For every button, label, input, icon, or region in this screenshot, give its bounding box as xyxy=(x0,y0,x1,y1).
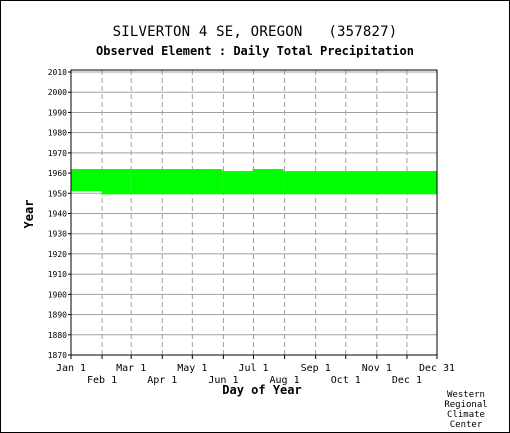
x-tick-label: Dec 31 xyxy=(419,363,455,374)
y-tick-label: 1910 xyxy=(48,270,67,279)
coverage-segment xyxy=(222,171,253,195)
y-tick-label: 1920 xyxy=(48,250,67,259)
chart-subtitle: Observed Element : Daily Total Precipita… xyxy=(96,44,414,58)
coverage-segment xyxy=(71,169,103,192)
y-tick-label: 1890 xyxy=(48,311,67,320)
x-tick-label: Jul 1 xyxy=(238,363,268,374)
x-axis-label: Day of Year xyxy=(222,383,301,397)
credit-line: Western xyxy=(447,390,485,400)
y-tick-label: 2010 xyxy=(48,68,67,77)
y-tick-label: 1880 xyxy=(48,331,67,340)
x-tick-label: Jan 1 xyxy=(56,363,86,374)
x-tick-label: Mar 1 xyxy=(116,363,146,374)
y-tick-label: 1940 xyxy=(48,210,67,219)
chart-title: SILVERTON 4 SE, OREGON (357827) xyxy=(112,24,398,40)
y-axis-label: Year xyxy=(22,200,36,229)
plot-border xyxy=(70,69,438,356)
tick-labels: 1870 1880 1890 1900 1910 1920 1930 1940 1950 1960… xyxy=(48,68,455,386)
credit-line: Climate xyxy=(447,410,485,420)
x-tick-label: Dec 1 xyxy=(392,375,422,386)
x-tick-label: Nov 1 xyxy=(362,363,392,374)
x-tick-label: Aug 1 xyxy=(270,375,300,386)
x-tick-label: Sep 1 xyxy=(301,363,331,374)
coverage-segment xyxy=(252,169,284,195)
x-tick-label: Apr 1 xyxy=(147,375,177,386)
x-tick-label: Feb 1 xyxy=(87,375,117,386)
axes xyxy=(68,69,438,359)
y-tick-label: 1900 xyxy=(48,290,67,299)
credit-line: Regional xyxy=(444,400,488,410)
coverage-segment xyxy=(102,169,131,195)
y-tick-label: 1950 xyxy=(48,189,67,198)
y-tick-label: 1870 xyxy=(48,351,67,360)
data-coverage-area xyxy=(71,169,437,195)
grid-lines xyxy=(71,70,437,356)
credit-line: Center xyxy=(449,420,483,430)
y-tick-label: 1990 xyxy=(48,108,67,117)
y-tick-label: 1930 xyxy=(48,230,67,239)
coverage-segment xyxy=(283,171,437,195)
y-tick-label: 1980 xyxy=(48,129,67,138)
y-tick-label: 1960 xyxy=(48,169,67,178)
credit-text: Western Regional Climate Center xyxy=(436,390,496,430)
x-tick-label: Jun 1 xyxy=(208,375,238,386)
y-tick-label: 2000 xyxy=(48,88,67,97)
x-tick-label: Oct 1 xyxy=(331,375,361,386)
x-tick-label: May 1 xyxy=(177,363,207,374)
y-tick-label: 1970 xyxy=(48,149,67,158)
coverage-segment xyxy=(130,169,223,195)
